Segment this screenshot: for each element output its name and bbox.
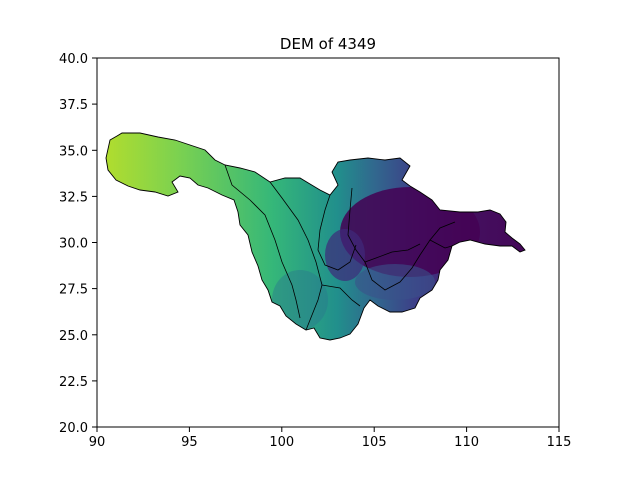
y-tick-label: 37.5 xyxy=(59,98,88,113)
y-tick-label: 27.5 xyxy=(59,283,88,298)
y-tick-label: 20.0 xyxy=(59,421,88,436)
y-tick-label: 30.0 xyxy=(59,237,88,252)
x-tick-label: 100 xyxy=(269,435,294,450)
x-tick-label: 90 xyxy=(89,435,106,450)
y-tick-label: 32.5 xyxy=(59,190,88,205)
x-tick-label: 110 xyxy=(454,435,479,450)
y-tick-label: 35.0 xyxy=(59,144,88,159)
x-axis: 90 95 100 105 110 115 xyxy=(89,427,572,450)
x-tick-label: 95 xyxy=(181,435,198,450)
x-tick-label: 115 xyxy=(547,435,572,450)
y-tick-label: 25.0 xyxy=(59,329,88,344)
y-tick-label: 40.0 xyxy=(59,52,88,67)
x-tick-label: 105 xyxy=(362,435,387,450)
y-tick-label: 22.5 xyxy=(59,375,88,390)
chart-title: DEM of 4349 xyxy=(280,35,376,53)
sub-basin-boundaries xyxy=(224,164,456,331)
y-axis: 20.0 22.5 25.0 27.5 30.0 32.5 35.0 37.5 … xyxy=(59,52,97,436)
